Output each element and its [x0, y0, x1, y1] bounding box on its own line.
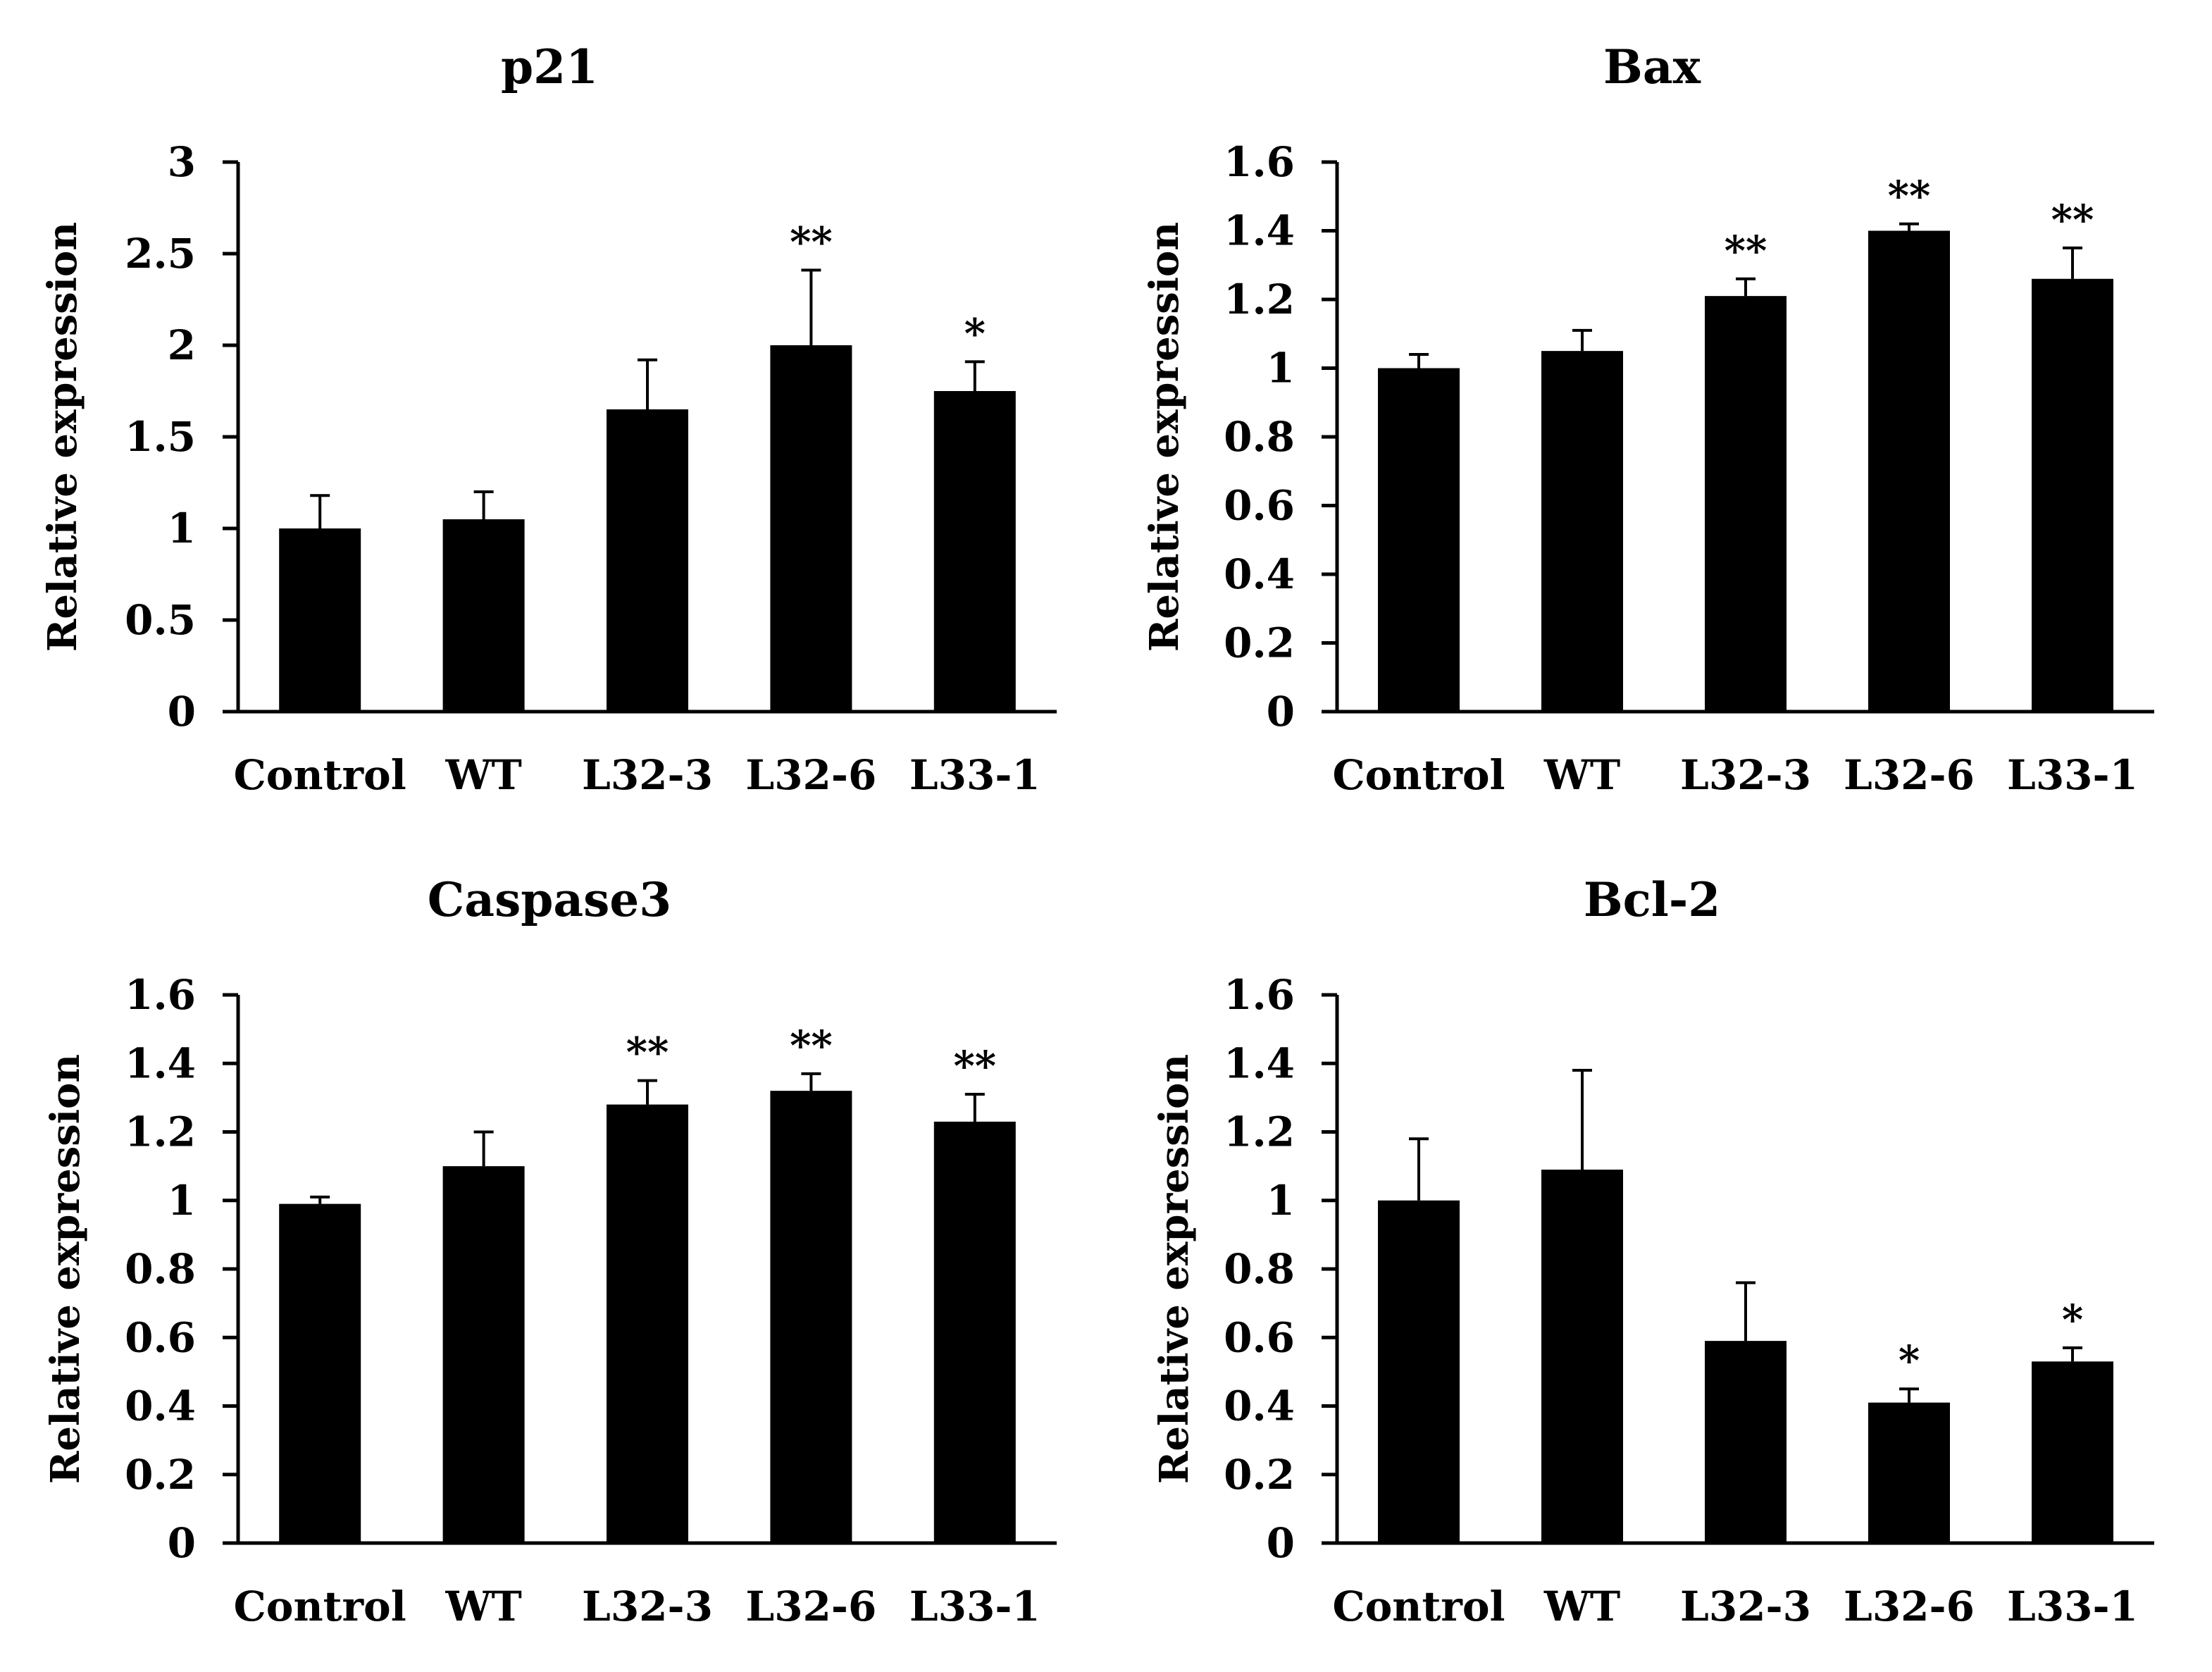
bar-control [1378, 368, 1460, 712]
x-category-label: Control [234, 1583, 406, 1630]
y-tick-label: 1.2 [1224, 275, 1295, 323]
y-tick-label: 0.4 [1224, 1382, 1295, 1430]
x-category-label: WT [445, 751, 521, 799]
bar-l32-6 [770, 345, 852, 712]
x-category-label: L32-3 [582, 1583, 713, 1630]
bar-control [1378, 1200, 1460, 1543]
y-tick-label: 0.2 [1224, 1451, 1295, 1499]
y-tick-label: 1 [1267, 345, 1295, 392]
y-axis-label: Relative expression [42, 1054, 89, 1484]
y-tick-label: 0.4 [125, 1382, 196, 1430]
y-tick-label: 0 [1267, 688, 1295, 736]
chart-title: Bax [1603, 39, 1701, 94]
x-category-label: Control [1332, 1583, 1505, 1630]
x-category-label: L32-3 [582, 751, 713, 799]
bar-wt [1541, 351, 1623, 712]
significance-marker: ** [2051, 196, 2094, 244]
y-tick-label: 0.6 [1224, 482, 1295, 530]
x-category-label: L32-6 [1844, 1583, 1975, 1630]
bar-control [279, 528, 361, 712]
x-category-label: L32-6 [745, 751, 876, 799]
chart-panel-2: Bax Relative expression 0 0.2 0.4 0.6 0.8 1 1.2 1… [1141, 39, 2154, 799]
y-axis-label: Relative expression [39, 222, 86, 652]
bar-l32-6 [1868, 1402, 1950, 1543]
bar-wt [442, 1166, 525, 1543]
y-tick-label: 0.2 [125, 1451, 196, 1499]
significance-marker: ** [790, 218, 833, 266]
y-tick-label: 0.6 [125, 1313, 196, 1361]
bar-l32-3 [1705, 296, 1787, 712]
y-tick-label: 0.8 [1224, 413, 1295, 461]
x-category-label: L32-6 [745, 1583, 876, 1630]
y-tick-label: 0 [168, 688, 196, 736]
y-tick-label: 0.4 [1224, 550, 1295, 598]
chart-title: Caspase3 [428, 872, 671, 927]
significance-marker: ** [953, 1042, 996, 1090]
significance-marker: * [1899, 1337, 1920, 1385]
x-category-label: L32-3 [1680, 1583, 1811, 1630]
x-category-label: L33-1 [909, 1583, 1040, 1630]
y-tick-label: 0.8 [125, 1245, 196, 1293]
y-axis-label: Relative expression [1141, 222, 1188, 652]
significance-marker: * [964, 309, 986, 357]
y-tick-label: 1.4 [1224, 207, 1295, 255]
y-tick-label: 2 [168, 321, 196, 369]
bar-l33-1 [933, 1121, 1016, 1543]
chart-panel-3: Caspase3 Relative expression 0 0.2 0.4 0.6 0.8… [42, 872, 1057, 1630]
x-category-label: WT [1543, 1583, 1620, 1630]
bar-l33-1 [2032, 278, 2113, 712]
y-tick-label: 0.8 [1224, 1245, 1295, 1293]
bar-l32-3 [1705, 1341, 1787, 1543]
y-tick-label: 1 [168, 1177, 196, 1225]
x-category-label: L32-3 [1680, 751, 1811, 799]
bar-wt [1541, 1169, 1623, 1543]
y-tick-label: 1.4 [125, 1039, 196, 1087]
y-tick-label: 1.4 [1224, 1039, 1295, 1087]
chart-title: p21 [501, 39, 598, 94]
bar-l32-3 [607, 409, 688, 712]
x-category-label: WT [445, 1583, 521, 1630]
y-tick-label: 3 [168, 138, 196, 186]
bar-l32-3 [607, 1104, 688, 1543]
significance-marker: ** [1725, 227, 1767, 275]
bar-wt [442, 519, 525, 712]
y-tick-label: 1.6 [1224, 971, 1295, 1019]
bar-l32-6 [770, 1091, 852, 1543]
x-category-label: L33-1 [2007, 751, 2138, 799]
y-tick-label: 1.6 [1224, 138, 1295, 186]
y-tick-label: 1.5 [125, 413, 196, 461]
significance-marker: * [2062, 1296, 2083, 1344]
chart-panel-4: Bcl-2 Relative expression 0 0.2 0.4 0.6 0.8 1 1.… [1151, 872, 2154, 1630]
y-tick-label: 0 [168, 1519, 196, 1567]
chart-panel-1: p21 Relative expression 0 0.5 1 1.5 2 2.5 3 Contr… [39, 39, 1057, 799]
y-tick-label: 1 [168, 504, 196, 552]
chart-title: Bcl-2 [1584, 872, 1720, 927]
y-tick-label: 1.2 [1224, 1108, 1295, 1156]
x-category-label: L33-1 [909, 751, 1040, 799]
significance-marker: ** [626, 1029, 669, 1077]
y-tick-label: 1 [1267, 1177, 1295, 1225]
significance-marker: ** [790, 1022, 833, 1070]
x-category-label: WT [1543, 751, 1620, 799]
bar-control [279, 1203, 361, 1543]
bar-l33-1 [2032, 1361, 2113, 1543]
bar-l33-1 [933, 391, 1016, 712]
y-tick-label: 0.6 [1224, 1313, 1295, 1361]
y-tick-label: 1.2 [125, 1108, 196, 1156]
bar-l32-6 [1868, 230, 1950, 712]
y-axis-label: Relative expression [1151, 1054, 1198, 1484]
x-category-label: Control [234, 751, 406, 799]
y-tick-label: 0 [1267, 1519, 1295, 1567]
significance-marker: ** [1888, 172, 1931, 220]
y-tick-label: 0.5 [125, 596, 196, 644]
y-tick-label: 2.5 [125, 230, 196, 278]
x-category-label: L33-1 [2007, 1583, 2138, 1630]
x-category-label: L32-6 [1844, 751, 1975, 799]
x-category-label: Control [1332, 751, 1505, 799]
y-tick-label: 0.2 [1224, 619, 1295, 667]
y-tick-label: 1.6 [125, 971, 196, 1019]
